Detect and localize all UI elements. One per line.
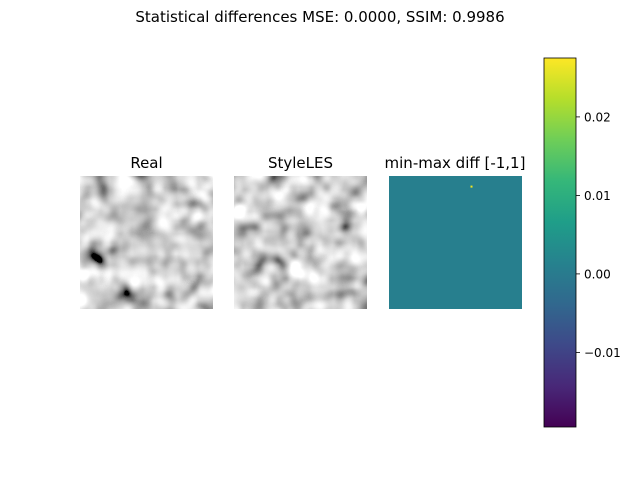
colorbar-gradient <box>543 57 577 428</box>
diff-outlier-pixel <box>470 185 473 188</box>
colorbar: 0.02 0.01 0.00 −0.01 <box>543 57 621 428</box>
figure-suptitle: Statistical differences MSE: 0.0000, SSI… <box>135 8 504 26</box>
colorbar-tick-label: 0.01 <box>584 189 611 203</box>
panel-stylels-image <box>234 176 367 309</box>
colorbar-tick-label: 0.00 <box>584 267 611 281</box>
panel-diff-image <box>389 176 522 309</box>
panel-stylels-title: StyleLES <box>268 154 333 172</box>
panel-real-image <box>80 176 213 309</box>
panel-real-title: Real <box>130 154 162 172</box>
colorbar-tick-label: −0.01 <box>584 346 621 360</box>
colorbar-tick-label: 0.02 <box>584 110 611 124</box>
panel-diff-title: min-max diff [-1,1] <box>385 154 526 172</box>
